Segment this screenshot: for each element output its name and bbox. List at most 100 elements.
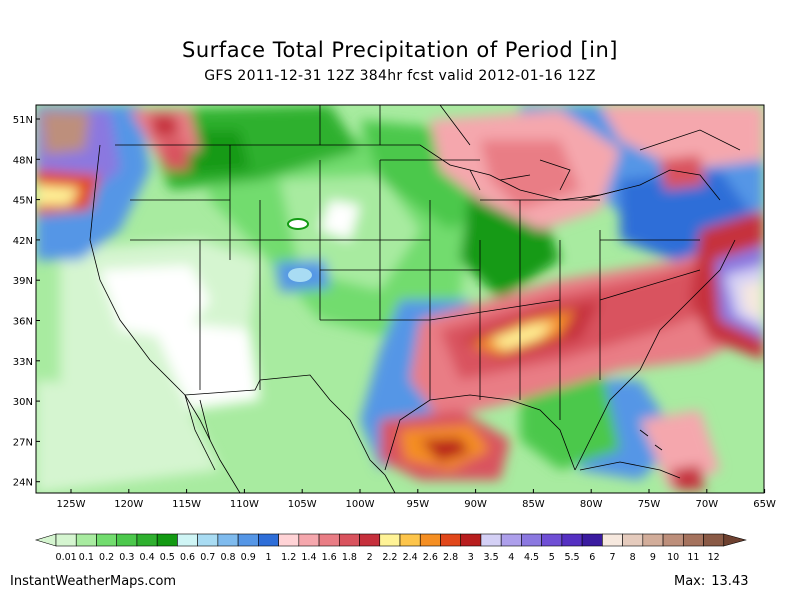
lon-label: 90W — [464, 499, 487, 510]
lon-label: 110W — [230, 499, 259, 510]
colorbar-label: 0.9 — [241, 552, 256, 563]
colorbar-swatch — [338, 533, 360, 547]
colorbar-swatch — [96, 533, 118, 547]
colorbar-swatch — [480, 533, 502, 547]
lon-label: 120W — [114, 499, 143, 510]
colorbar-swatch — [116, 533, 138, 547]
precipitation-field — [36, 105, 764, 493]
colorbar-label: 9 — [650, 552, 656, 563]
colorbar-label: 10 — [667, 552, 679, 563]
max-value-readout: Max: 13.43 — [668, 574, 748, 589]
colorbar-swatch — [561, 533, 583, 547]
colorbar-label: 0.3 — [119, 552, 134, 563]
map-frame — [35, 104, 765, 494]
colorbar-label: 4 — [508, 552, 514, 563]
colorbar-swatch — [177, 533, 198, 547]
colorbar-swatch — [237, 533, 259, 547]
colorbar-swatch — [460, 533, 482, 547]
colorbar-swatch — [298, 533, 320, 547]
colorbar-swatch — [541, 533, 563, 547]
colorbar-label: 0.7 — [200, 552, 215, 563]
colorbar-label: 2 — [367, 552, 373, 563]
lat-label: 39N — [13, 276, 33, 287]
colorbar-label: 1.4 — [301, 552, 316, 563]
colorbar-swatch — [278, 533, 300, 547]
lon-label: 115W — [172, 499, 201, 510]
map-subtitle: GFS 2011-12-31 12Z 384hr fcst valid 2012… — [204, 68, 596, 84]
colorbar-label: 2.2 — [382, 552, 397, 563]
colorbar-label: 0.01 — [56, 552, 77, 563]
colorbar-swatch — [136, 533, 158, 547]
max-value: 13.43 — [711, 574, 749, 589]
colorbar-swatch — [662, 533, 684, 547]
colorbar-swatch — [703, 533, 725, 547]
longitude-axis: 125W 120W 115W 110W 105W 100W 95W 90W 85W 80W 75W 7… — [57, 489, 776, 510]
colorbar-swatch — [440, 533, 462, 547]
colorbar-arrow-right — [723, 533, 747, 547]
boundary-lines — [89, 105, 741, 493]
lon-label: 100W — [346, 499, 375, 510]
colorbar-swatch — [682, 533, 704, 547]
colorbar-label: 0.2 — [99, 552, 114, 563]
lat-label: 30N — [13, 397, 33, 408]
lon-label: 75W — [638, 499, 661, 510]
colorbar-arrow-left — [34, 533, 57, 547]
colorbar-label: 1.8 — [342, 552, 357, 563]
colorbar-label: 2.4 — [403, 552, 418, 563]
colorbar-label: 2.8 — [443, 552, 458, 563]
lat-label: 36N — [13, 317, 33, 328]
colorbar-swatch — [156, 533, 178, 547]
lat-label: 45N — [13, 196, 33, 207]
colorbar-label: 1.2 — [281, 552, 296, 563]
lon-label: 85W — [522, 499, 545, 510]
lon-label: 80W — [580, 499, 603, 510]
colorbar-label: 0.5 — [160, 552, 175, 563]
colorbar-swatch — [622, 533, 644, 547]
colorbar-label: 0.4 — [140, 552, 155, 563]
colorbar-label: 5 — [549, 552, 555, 563]
lat-label: 27N — [13, 437, 33, 448]
lat-label: 33N — [13, 357, 33, 368]
colorbar-label: 8 — [630, 552, 636, 563]
colorbar-swatch — [55, 533, 77, 547]
colorbar-swatch — [258, 533, 279, 547]
colorbar-swatch — [379, 533, 401, 547]
colorbar-label: 0.1 — [79, 552, 94, 563]
lat-label: 24N — [13, 478, 33, 489]
colorbar-swatch — [217, 533, 239, 547]
colorbar-label: 5.5 — [564, 552, 579, 563]
lat-label: 51N — [13, 115, 33, 126]
lat-label: 48N — [13, 155, 33, 166]
lon-label: 70W — [695, 499, 718, 510]
colorbar-swatch — [318, 533, 340, 547]
lon-label: 95W — [406, 499, 429, 510]
colorbar-label: 12 — [708, 552, 720, 563]
colorbar-swatch — [521, 533, 542, 547]
colorbar-label: 3.5 — [484, 552, 499, 563]
colorbar-label: 3 — [468, 552, 474, 563]
lat-label: 42N — [13, 236, 33, 247]
lon-label: 105W — [288, 499, 317, 510]
colorbar: 0.01 0.1 0.2 0.3 0.4 0.5 0.6 0.7 0.8 0.9 1 1.2 1.4 1.… — [34, 533, 747, 563]
colorbar-swatch — [642, 533, 664, 547]
lon-label: 125W — [57, 499, 86, 510]
max-label: Max: — [674, 574, 706, 589]
colorbar-swatch — [359, 533, 381, 547]
colorbar-swatch — [197, 533, 219, 547]
colorbar-label: 7 — [609, 552, 615, 563]
site-credit: InstantWeatherMaps.com — [10, 574, 177, 589]
colorbar-label: 4.5 — [524, 552, 539, 563]
colorbar-swatch — [500, 533, 522, 547]
colorbar-swatch — [75, 533, 97, 547]
lon-label: 65W — [753, 499, 776, 510]
colorbar-label: 0.8 — [220, 552, 235, 563]
map-title: Surface Total Precipitation of Period [i… — [182, 38, 618, 62]
colorbar-swatch — [399, 533, 421, 547]
colorbar-label: 2.6 — [423, 552, 438, 563]
colorbar-label: 0.6 — [180, 552, 195, 563]
colorbar-label: 1 — [265, 552, 271, 563]
colorbar-swatch — [602, 533, 623, 547]
latitude-axis: 51N 48N 45N 42N 39N 36N 33N 30N 27N 24N — [13, 115, 40, 489]
colorbar-label: 6 — [589, 552, 595, 563]
